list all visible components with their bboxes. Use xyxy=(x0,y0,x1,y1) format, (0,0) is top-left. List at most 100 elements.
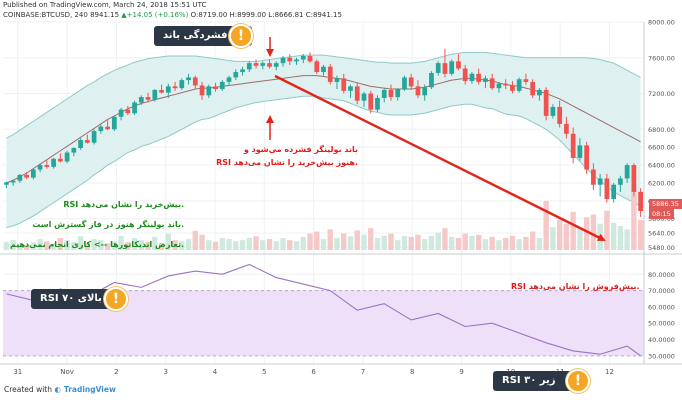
candle-body xyxy=(240,69,245,73)
band-lower-line xyxy=(6,95,641,229)
volume-bar xyxy=(604,210,610,250)
volume-bar xyxy=(395,240,401,250)
last-price: 8941.15 xyxy=(90,11,120,19)
candle-body xyxy=(246,63,252,70)
volume-bar xyxy=(590,214,597,250)
volume-bar xyxy=(30,242,37,250)
candle-body xyxy=(105,126,110,130)
candle-body xyxy=(402,77,407,90)
candle-body xyxy=(618,178,623,185)
time-tick-label: 2 xyxy=(114,368,118,376)
candle-body xyxy=(172,86,178,89)
volume-bar xyxy=(192,230,198,250)
candle-body xyxy=(591,169,596,185)
candle-body xyxy=(314,61,320,73)
candle-body xyxy=(449,61,455,74)
candle-body xyxy=(388,89,394,98)
candle-body xyxy=(368,93,374,110)
volume-bar xyxy=(617,226,624,250)
time-tick-label: 5 xyxy=(262,368,266,376)
candle-body xyxy=(415,86,421,96)
volume-bar xyxy=(307,233,313,250)
candle-body xyxy=(584,145,590,170)
candle-body xyxy=(57,158,63,162)
time-tick-label: 12 xyxy=(605,368,614,376)
time-tick-label: 6 xyxy=(311,368,316,376)
volume-bar xyxy=(368,228,374,250)
price-tick-label: 6400.00 xyxy=(648,162,675,170)
volume-bar xyxy=(523,236,529,250)
bb-squeeze-note: باند بولینگر فشرده می‌شود و RSI هنوز بیش… xyxy=(216,143,358,169)
volume-bar xyxy=(475,234,482,250)
volume-bar xyxy=(71,241,77,250)
price-tick-label: 7600.00 xyxy=(648,54,675,62)
green-line1: RSI بیش‌خرید را نشان می‌دهد. xyxy=(63,200,184,209)
rsi-tick-label: 80.0000 xyxy=(648,271,675,279)
volume-bar xyxy=(77,236,84,250)
volume-bar xyxy=(212,241,219,250)
bb-squeeze-callout: فشردگی باند xyxy=(154,26,252,46)
volume-bar xyxy=(206,240,212,250)
price-change: +14.05 (+0.16%) xyxy=(126,11,189,19)
warning-badge-icon: ! xyxy=(104,287,128,311)
volume-bar xyxy=(422,239,428,250)
ohlc-values: O:8719.00 H:8999.00 L:8666.81 C:8941.15 xyxy=(190,11,342,19)
price-tick-label: 6600.00 xyxy=(648,144,675,152)
volume-bar xyxy=(543,200,549,250)
volume-bar xyxy=(502,238,509,250)
volume-bar xyxy=(64,240,70,250)
candle-body xyxy=(476,73,482,82)
volume-bar xyxy=(287,240,293,250)
candle-body xyxy=(361,93,367,101)
symbol: COINBASE:BTCUSD, 240 xyxy=(3,11,88,19)
candle-body xyxy=(125,109,131,114)
volume-bar xyxy=(489,236,495,250)
candle-body xyxy=(145,97,151,100)
volume-bar xyxy=(111,241,118,250)
candle-body xyxy=(442,63,448,74)
green-line2: باند بولینگر هنوز در فاز گسترش است. xyxy=(32,220,184,229)
candle-body xyxy=(213,86,218,90)
candle-body xyxy=(206,86,212,96)
volume-bar xyxy=(341,233,347,250)
candle-body xyxy=(503,83,509,86)
rsi-below-30-callout: RSI زیر ۳۰ xyxy=(493,371,580,391)
volume-bar xyxy=(401,235,408,250)
volume-bar xyxy=(529,231,536,250)
volume-bar xyxy=(273,241,279,250)
brand: TradingView xyxy=(63,385,116,394)
volume-bar xyxy=(138,240,145,250)
volume-bar xyxy=(631,190,637,250)
volume-bars xyxy=(3,190,644,250)
price-tick-label: 5480.00 xyxy=(648,244,675,252)
volume-bar xyxy=(179,241,185,250)
volume-bar xyxy=(570,211,576,250)
volume-bar xyxy=(10,240,16,250)
candle-body xyxy=(456,61,461,69)
volume-bar xyxy=(334,238,340,250)
candle-body xyxy=(24,174,29,178)
candle-body xyxy=(408,77,414,87)
volume-bar xyxy=(118,235,124,250)
volume-bar xyxy=(199,234,205,250)
rsi-tick-label: 30.0000 xyxy=(648,352,675,360)
price-candles xyxy=(4,48,643,217)
volume-bar xyxy=(37,239,43,250)
candle-body xyxy=(516,79,522,91)
candle-body xyxy=(253,63,259,66)
candle-body xyxy=(537,89,542,96)
volume-bar xyxy=(610,222,617,250)
annotation-arrows xyxy=(266,37,606,242)
volume-bar xyxy=(442,228,448,250)
candle-body xyxy=(429,72,434,88)
volume-bar xyxy=(131,238,138,250)
warning-badge-icon: ! xyxy=(229,24,253,48)
candle-body xyxy=(321,66,326,73)
candle-body xyxy=(604,178,610,200)
candle-body xyxy=(597,178,603,185)
volume-bar xyxy=(50,243,57,250)
time-tick-label: 31 xyxy=(13,368,22,376)
candle-body xyxy=(341,78,347,91)
band-upper-line xyxy=(6,51,641,139)
rsi-line xyxy=(6,263,641,357)
